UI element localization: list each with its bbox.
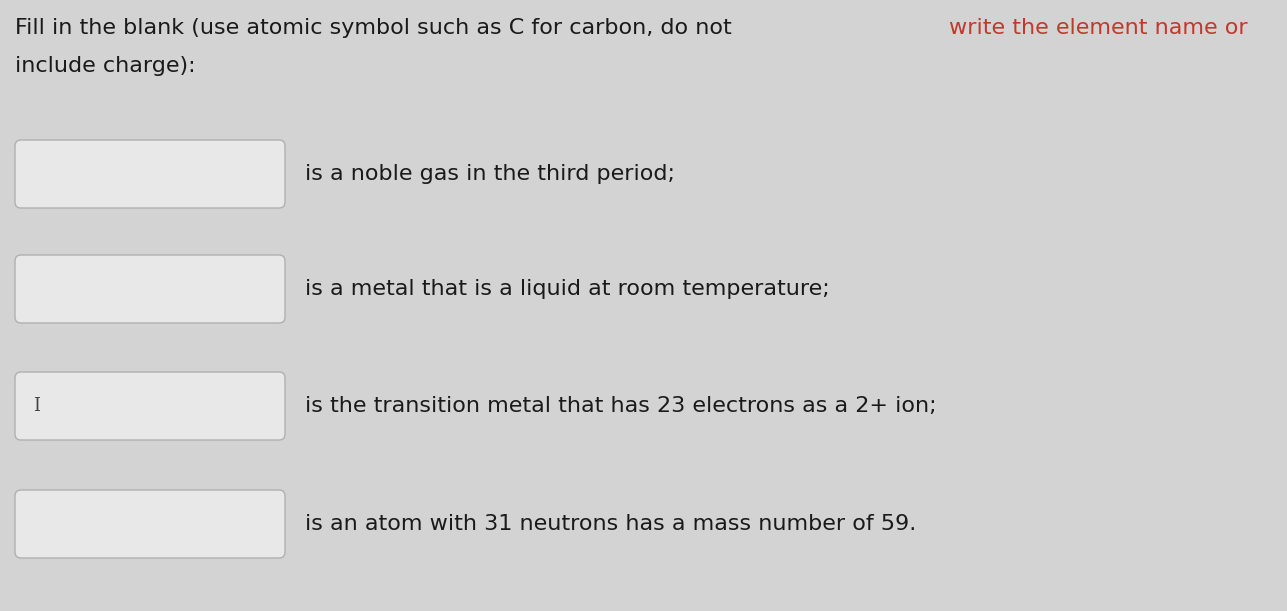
Text: is a noble gas in the third period;: is a noble gas in the third period; (305, 164, 674, 184)
Text: include charge):: include charge): (15, 56, 196, 76)
Text: Fill in the blank (use atomic symbol such as C for carbon, do not: Fill in the blank (use atomic symbol suc… (15, 18, 739, 38)
Text: is a metal that is a liquid at room temperature;: is a metal that is a liquid at room temp… (305, 279, 830, 299)
Text: I: I (33, 397, 40, 415)
Text: write the element name or: write the element name or (949, 18, 1247, 38)
FancyBboxPatch shape (15, 255, 284, 323)
FancyBboxPatch shape (15, 140, 284, 208)
FancyBboxPatch shape (15, 490, 284, 558)
FancyBboxPatch shape (15, 372, 284, 440)
Text: is the transition metal that has 23 electrons as a 2+ ion;: is the transition metal that has 23 elec… (305, 396, 937, 416)
Text: is an atom with 31 neutrons has a mass number of 59.: is an atom with 31 neutrons has a mass n… (305, 514, 916, 534)
